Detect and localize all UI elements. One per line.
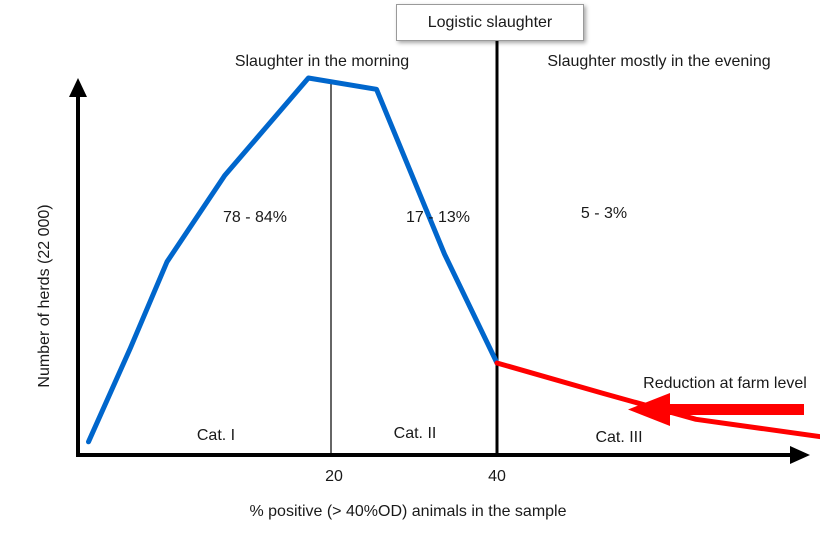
x-axis-arrow bbox=[790, 446, 810, 464]
category-2-label: Cat. II bbox=[394, 425, 437, 442]
category-1-label: Cat. I bbox=[197, 427, 235, 444]
evening-label: Slaughter mostly in the evening bbox=[547, 53, 770, 70]
y-axis-arrow bbox=[69, 78, 87, 97]
series-line-0 bbox=[86, 75, 500, 445]
reduction-label: Reduction at farm level bbox=[643, 375, 807, 392]
category-3-label: Cat. III bbox=[595, 429, 642, 446]
reduction-arrow-head bbox=[628, 393, 670, 426]
reduction-arrow-shaft bbox=[668, 404, 804, 415]
x-axis-title: % positive (> 40%OD) animals in the samp… bbox=[249, 503, 566, 520]
y-axis-title: Number of herds (22 000) bbox=[36, 204, 53, 387]
region-3-percent: 5 - 3% bbox=[581, 205, 627, 222]
region-2-percent: 17 - 13% bbox=[406, 209, 470, 226]
morning-label: Slaughter in the morning bbox=[235, 53, 409, 70]
x-tick-20: 20 bbox=[325, 468, 343, 485]
region-1-percent: 78 - 84% bbox=[223, 209, 287, 226]
logistic-slaughter-box: Logistic slaughter bbox=[396, 4, 584, 41]
x-tick-40: 40 bbox=[488, 468, 506, 485]
